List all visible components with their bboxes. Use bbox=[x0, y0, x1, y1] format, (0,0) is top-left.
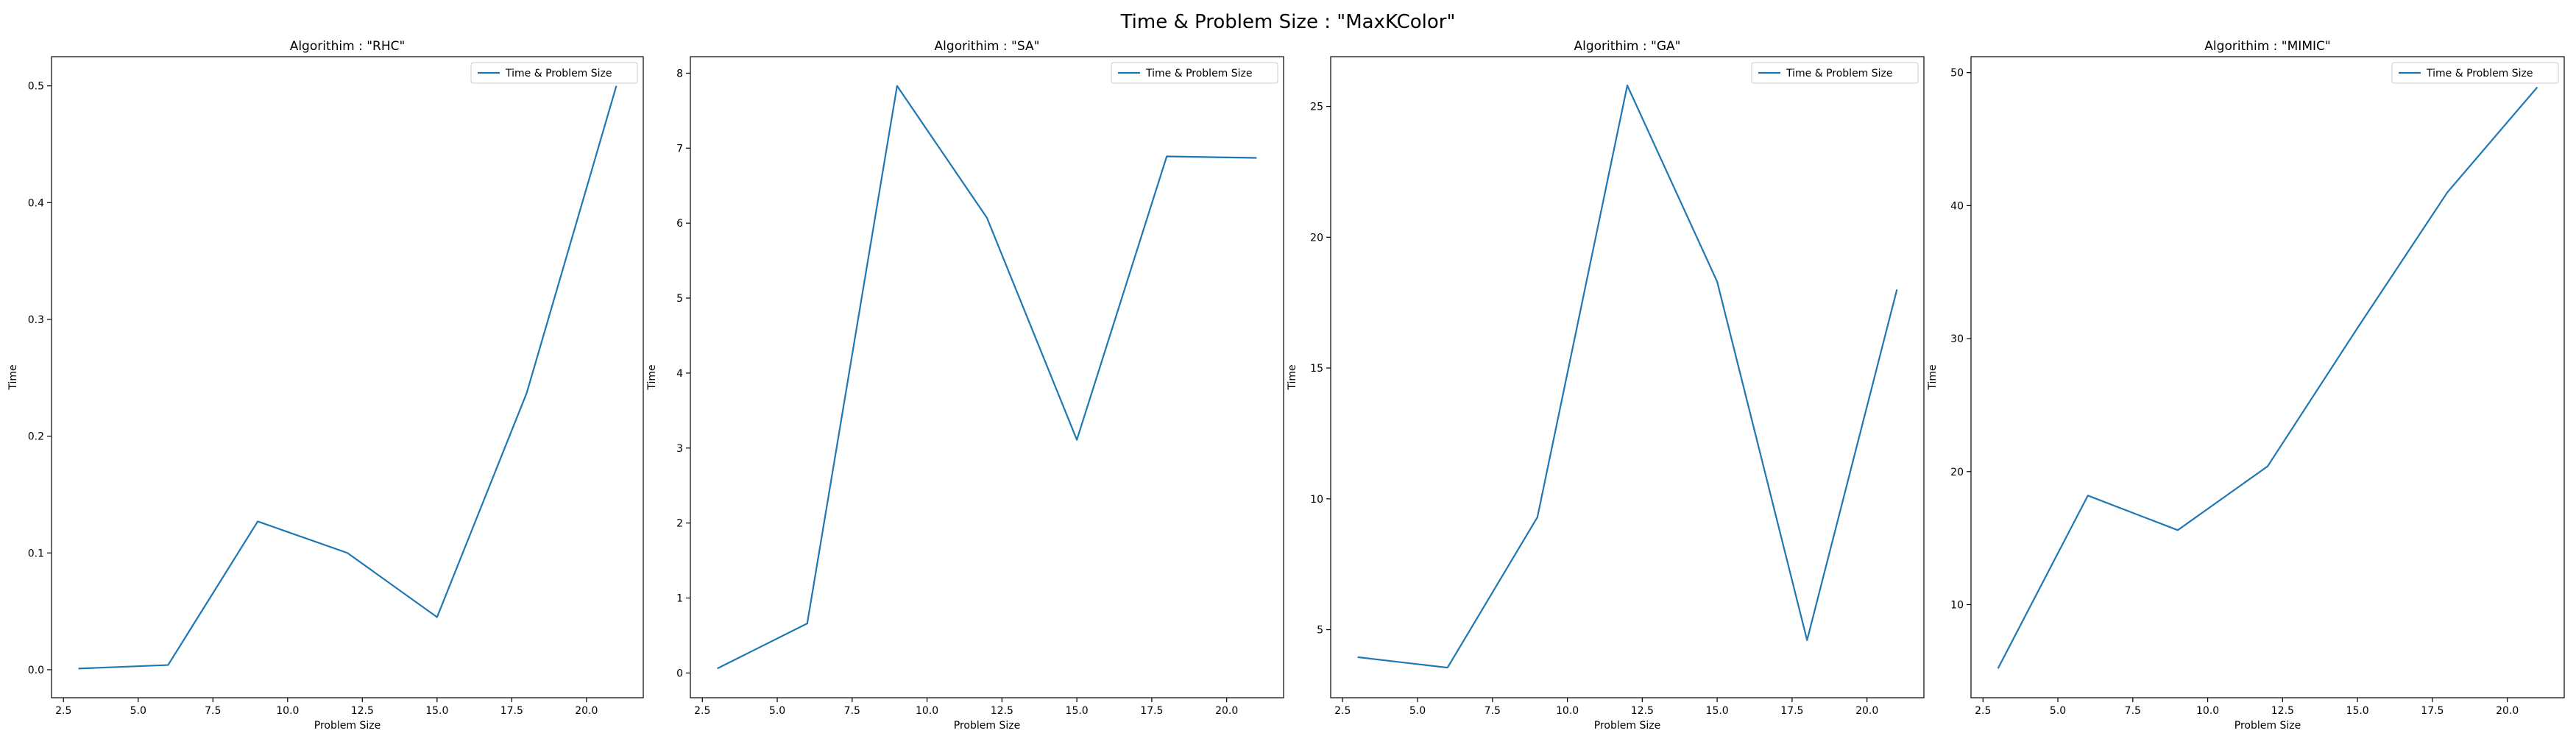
legend-box bbox=[1111, 62, 1278, 84]
subplot-title: Algorithim : "RHC" bbox=[290, 39, 406, 54]
y-tick-label: 5 bbox=[676, 293, 683, 305]
y-tick-label: 4 bbox=[676, 368, 683, 380]
x-tick-label: 2.5 bbox=[55, 705, 71, 717]
series-line bbox=[717, 85, 1257, 670]
legend-label: Time & Problem Size bbox=[2426, 68, 2533, 79]
y-tick-label: 15 bbox=[1310, 363, 1323, 375]
y-tick-label: 20 bbox=[1310, 232, 1323, 244]
plot-area-frame bbox=[1970, 56, 2565, 698]
y-tick-label: 0.3 bbox=[28, 314, 44, 326]
x-tick-label: 20.0 bbox=[575, 705, 598, 717]
x-tick-label: 7.5 bbox=[1485, 705, 1501, 717]
x-axis-label: Problem Size bbox=[2234, 720, 2301, 732]
x-tick-label: 2.5 bbox=[1334, 705, 1351, 717]
x-tick-label: 2.5 bbox=[1975, 705, 1991, 717]
subplot-1: Algorithim : "SA"2.5 5.0 7.5 10.0 12.5 15.0 17… bbox=[646, 39, 1284, 732]
y-tick-label: 10 bbox=[1310, 494, 1323, 506]
subplot-title: Algorithim : "MIMIC" bbox=[2204, 39, 2330, 54]
y-tick-label: 0.0 bbox=[28, 665, 44, 676]
subplot-2: Algorithim : "GA" 2.5 5.0 7.5 10.0 12.5 15.0 17… bbox=[1287, 39, 1925, 732]
y-tick-label: 7 bbox=[676, 143, 683, 155]
subplot-3: Algorithim : "MIMIC" 2.5 5.0 7.5 10.0 12.5 15.… bbox=[1927, 39, 2565, 732]
y-tick-label: 25 bbox=[1310, 102, 1323, 113]
y-tick-label: 30 bbox=[1950, 333, 1964, 345]
y-axis-label: Time bbox=[646, 364, 658, 390]
x-tick-label: 17.5 bbox=[2421, 705, 2444, 717]
y-tick-label: 2 bbox=[676, 518, 683, 530]
x-tick-label: 15.0 bbox=[1066, 705, 1089, 717]
plot-area-frame bbox=[690, 56, 1284, 698]
y-tick-label: 0.4 bbox=[28, 197, 44, 209]
legend-box bbox=[2391, 62, 2559, 84]
series-line bbox=[1357, 85, 1898, 669]
x-tick-label: 15.0 bbox=[425, 705, 448, 717]
x-tick-label: 20.0 bbox=[1215, 705, 1238, 717]
x-tick-label: 7.5 bbox=[2125, 705, 2141, 717]
y-axis-label: Time bbox=[7, 364, 19, 390]
plot-area-frame bbox=[51, 56, 644, 698]
x-tick-label: 17.5 bbox=[1140, 705, 1163, 717]
y-axis-label: Time bbox=[1287, 364, 1298, 390]
y-tick-label: 0.5 bbox=[28, 81, 44, 93]
subplot-0: Algorithim : "RHC" 2.5 5.0 7.5 10.0 12.5 15.0 1… bbox=[7, 39, 644, 732]
y-tick-label: 0.1 bbox=[28, 548, 44, 559]
x-tick-label: 15.0 bbox=[1706, 705, 1729, 717]
x-tick-label: 20.0 bbox=[1855, 705, 1878, 717]
x-tick-label: 17.5 bbox=[1780, 705, 1803, 717]
x-tick-label: 15.0 bbox=[2346, 705, 2369, 717]
x-tick-label: 12.5 bbox=[1631, 705, 1654, 717]
x-tick-label: 12.5 bbox=[991, 705, 1013, 717]
y-tick-label: 6 bbox=[676, 218, 683, 230]
x-tick-label: 5.0 bbox=[1409, 705, 1426, 717]
y-tick-label: 50 bbox=[1950, 68, 1964, 79]
x-tick-label: 12.5 bbox=[351, 705, 374, 717]
x-tick-label: 5.0 bbox=[2050, 705, 2066, 717]
y-tick-label: 20 bbox=[1950, 467, 1964, 478]
y-tick-label: 1 bbox=[676, 593, 683, 605]
x-tick-label: 5.0 bbox=[130, 705, 146, 717]
y-tick-label: 3 bbox=[676, 443, 683, 455]
x-tick-label: 12.5 bbox=[2271, 705, 2294, 717]
series-line bbox=[78, 85, 618, 670]
x-tick-label: 7.5 bbox=[844, 705, 860, 717]
figure-suptitle: Time & Problem Size : "MaxKColor" bbox=[1120, 11, 1456, 33]
x-axis-label: Problem Size bbox=[314, 720, 381, 732]
plot-area-frame bbox=[1330, 56, 1925, 698]
legend-label: Time & Problem Size bbox=[505, 68, 612, 79]
x-axis-label: Problem Size bbox=[1594, 720, 1660, 732]
subplot-title: Algorithim : "SA" bbox=[935, 39, 1040, 54]
y-tick-label: 8 bbox=[676, 68, 683, 79]
x-tick-label: 20.0 bbox=[2496, 705, 2519, 717]
legend-label: Time & Problem Size bbox=[1145, 68, 1253, 79]
subplot-title: Algorithim : "GA" bbox=[1574, 39, 1681, 54]
x-tick-label: 10.0 bbox=[1556, 705, 1579, 717]
legend-label: Time & Problem Size bbox=[1786, 68, 1893, 79]
legend-box bbox=[1751, 62, 1919, 84]
y-tick-label: 0.2 bbox=[28, 431, 44, 443]
x-tick-label: 5.0 bbox=[769, 705, 785, 717]
x-tick-label: 17.5 bbox=[500, 705, 523, 717]
y-tick-label: 5 bbox=[1317, 625, 1323, 637]
x-tick-label: 7.5 bbox=[205, 705, 221, 717]
x-axis-label: Problem Size bbox=[954, 720, 1020, 732]
x-tick-label: 10.0 bbox=[276, 705, 299, 717]
y-tick-label: 0 bbox=[676, 668, 683, 679]
x-tick-label: 10.0 bbox=[2196, 705, 2219, 717]
legend-box bbox=[470, 62, 638, 84]
series-line bbox=[1997, 86, 2538, 669]
y-tick-label: 10 bbox=[1950, 600, 1964, 612]
x-tick-label: 10.0 bbox=[916, 705, 938, 717]
y-axis-label: Time bbox=[1927, 364, 1939, 390]
y-tick-label: 40 bbox=[1950, 200, 1964, 212]
x-tick-label: 2.5 bbox=[694, 705, 710, 717]
